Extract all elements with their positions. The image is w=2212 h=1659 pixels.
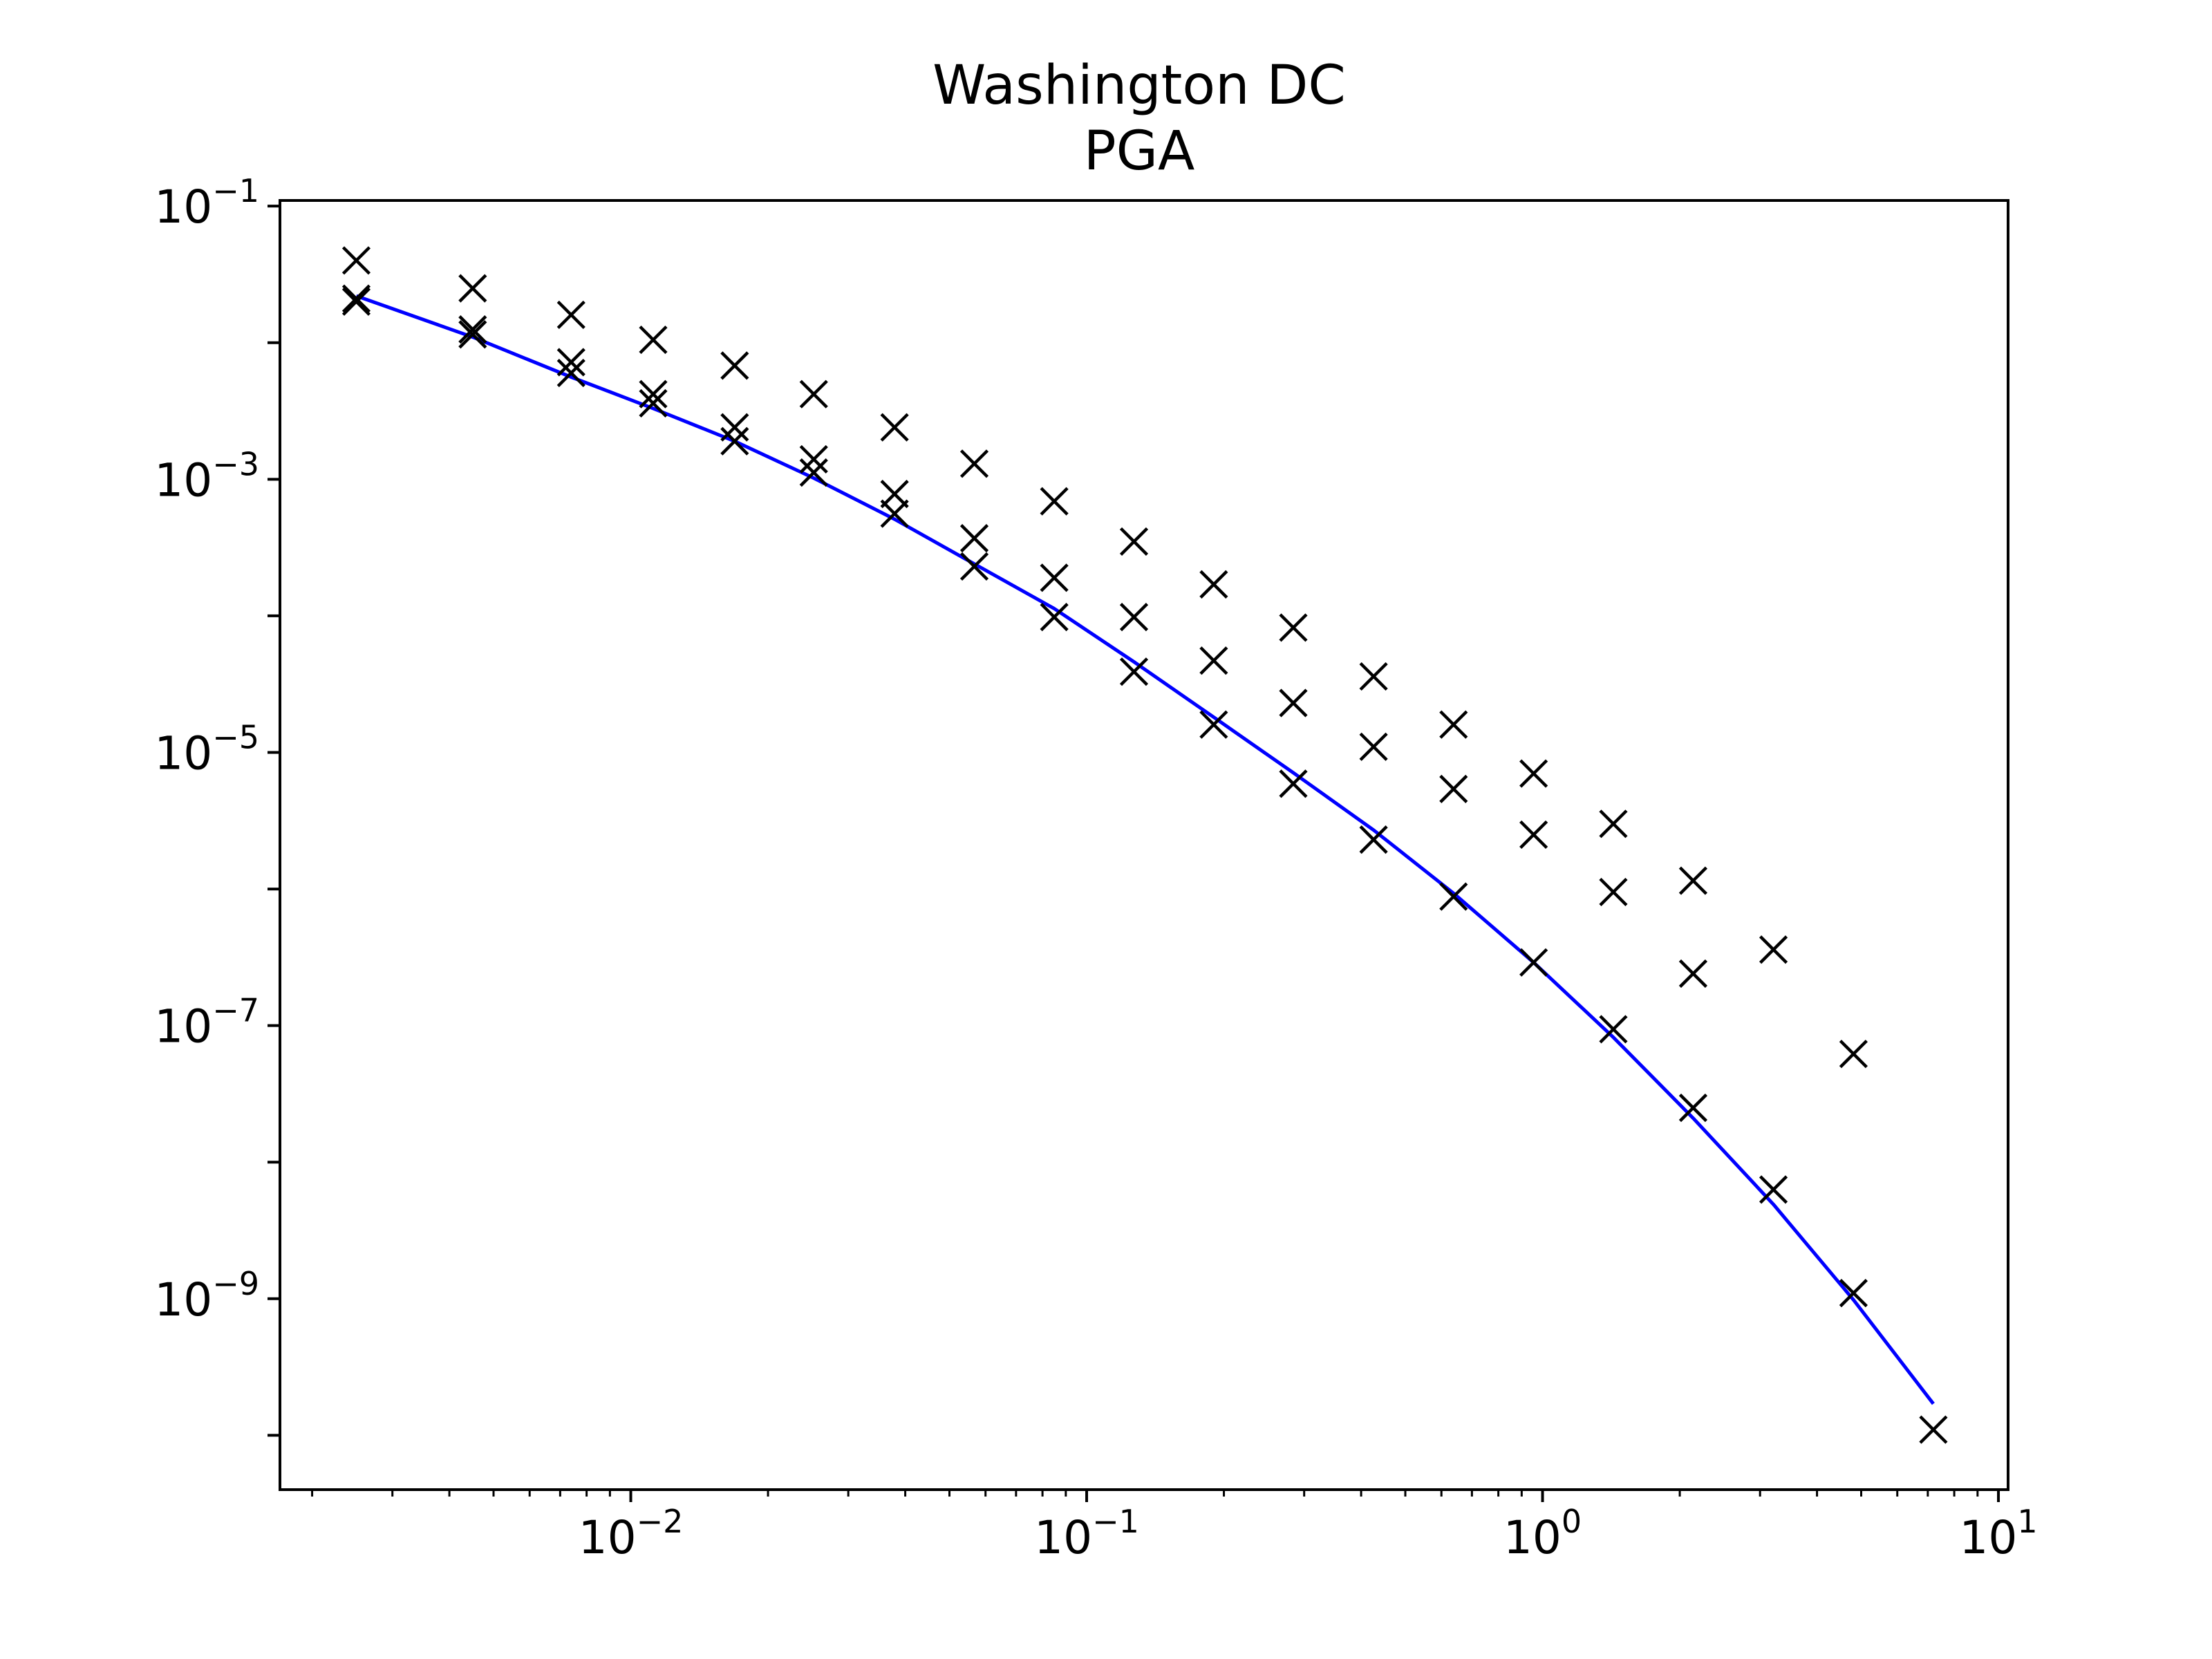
data-point-marker [720,427,749,456]
data-point-marker [799,379,828,409]
data-point-marker [556,348,585,377]
y-tick-label: 10−9 [154,1265,259,1327]
data-point-marker [1599,1015,1628,1044]
data-point-marker [959,449,989,478]
data-point-marker [1199,646,1228,675]
x-tick-label: 100 [1503,1503,1582,1564]
data-point-marker [341,246,371,275]
data-point-marker [959,524,989,553]
data-point-marker [1678,959,1708,988]
data-point-marker [1199,570,1228,599]
data-point-marker [1279,769,1308,798]
plot-frame [279,199,2009,1491]
data-point-marker [1199,710,1228,739]
data-point-marker [959,552,989,581]
data-point-marker [880,499,909,528]
data-point-marker [1599,809,1628,838]
y-tick-label: 10−7 [154,992,259,1053]
data-point-marker [1359,662,1388,691]
data-point-marker [1359,825,1388,854]
data-point-marker [1119,657,1149,686]
data-point-marker [720,413,749,442]
x-tick-label: 101 [1959,1503,2037,1564]
data-point-marker [1439,710,1468,739]
data-point-marker [1519,759,1548,788]
data-point-marker [639,325,668,355]
data-point-marker [1919,1415,1948,1444]
data-point-marker [556,358,585,388]
data-point-marker [1359,732,1388,761]
data-point-marker [1519,948,1548,977]
data-point-marker [1040,603,1069,632]
data-point-marker [1678,1094,1708,1123]
data-point-marker [458,274,487,303]
data-point-marker [1759,1175,1788,1204]
data-point-marker [1678,866,1708,895]
data-point-marker [799,458,828,487]
data-point-marker [1119,527,1149,556]
chart-subtitle: PGA [1084,120,1195,182]
data-point-marker [639,379,668,409]
data-point-marker [1040,487,1069,516]
data-point-marker [556,300,585,330]
data-point-marker [1439,882,1468,911]
data-point-marker [1599,877,1628,907]
data-point-marker [458,320,487,349]
data-point-marker [880,413,909,442]
series-line [355,294,1935,1405]
data-point-marker [720,351,749,380]
data-point-marker [1279,688,1308,718]
data-point-marker [1839,1279,1868,1308]
data-point-marker [341,284,371,313]
y-tick-label: 10−5 [154,718,259,780]
data-point-marker [1040,563,1069,592]
x-tick-label: 10−1 [1034,1503,1139,1564]
data-point-marker [1439,774,1468,803]
data-point-marker [341,287,371,316]
data-point-marker [1759,935,1788,964]
data-point-marker [1279,613,1308,642]
y-axis: 10−1 10−3 10−5 10−7 10−9 [154,172,280,1437]
data-point-marker [799,444,828,474]
y-tick-label: 10−3 [154,445,259,507]
data-point-marker [1519,820,1548,850]
chart-title: Washington DC [932,55,1346,117]
data-point-marker [639,388,668,418]
x-axis: 10−2 10−1 100 101 [311,1490,2038,1564]
plot-data [341,246,1948,1444]
data-point-marker [458,315,487,344]
y-tick-label: 10−1 [154,172,259,234]
data-point-marker [1839,1040,1868,1069]
data-point-marker [1119,603,1149,632]
x-tick-label: 10−2 [579,1503,684,1564]
